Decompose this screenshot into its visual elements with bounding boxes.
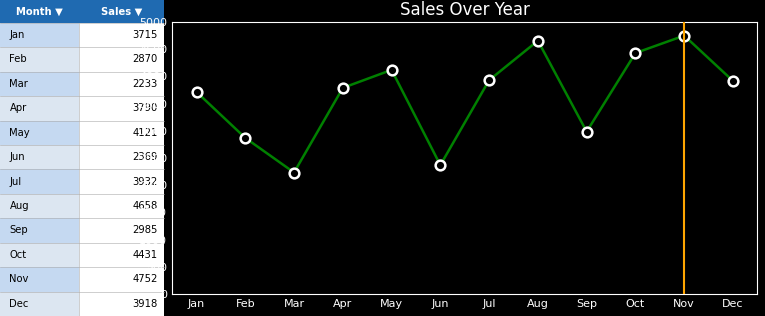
Text: Jun: Jun [9,152,25,162]
Title: Sales Over Year: Sales Over Year [400,1,529,19]
Bar [0,169,79,194]
Text: Oct: Oct [9,250,27,260]
Bar [0,267,79,292]
Text: May: May [9,128,30,138]
Bar [79,47,164,72]
Text: Aug: Aug [9,201,29,211]
Text: 2233: 2233 [132,79,158,89]
Text: 3715: 3715 [132,30,158,40]
Bar [79,194,164,218]
Text: Feb: Feb [9,54,27,64]
Bar [0,72,79,96]
Text: Dec: Dec [9,299,29,309]
Bar [79,243,164,267]
Bar [0,145,79,169]
Text: 3918: 3918 [132,299,158,309]
Text: 2985: 2985 [132,226,158,235]
Bar [79,218,164,243]
Text: 2369: 2369 [132,152,158,162]
Text: 3790: 3790 [132,103,158,113]
Bar [79,169,164,194]
Text: 3932: 3932 [132,177,158,186]
Bar [79,23,164,47]
Text: Month ▼: Month ▼ [16,6,63,16]
Text: 4752: 4752 [132,274,158,284]
Bar [79,267,164,292]
Bar [79,292,164,316]
Text: Sales ▼: Sales ▼ [101,6,142,16]
Bar [0,194,79,218]
Bar [0,0,79,23]
Bar [0,23,79,47]
Bar [0,292,79,316]
Bar [79,72,164,96]
Text: 2870: 2870 [132,54,158,64]
Text: Mar: Mar [9,79,28,89]
Bar [0,47,79,72]
Text: 4658: 4658 [132,201,158,211]
Bar [0,96,79,120]
Text: 4431: 4431 [132,250,158,260]
Bar [0,218,79,243]
Bar [79,96,164,120]
Bar [0,243,79,267]
Bar [79,0,164,23]
Text: Jan: Jan [9,30,24,40]
Text: Apr: Apr [9,103,27,113]
Text: Jul: Jul [9,177,21,186]
Text: 4121: 4121 [132,128,158,138]
Bar [79,145,164,169]
Text: Nov: Nov [9,274,29,284]
Bar [0,120,79,145]
Bar [79,120,164,145]
Text: Sep: Sep [9,226,28,235]
